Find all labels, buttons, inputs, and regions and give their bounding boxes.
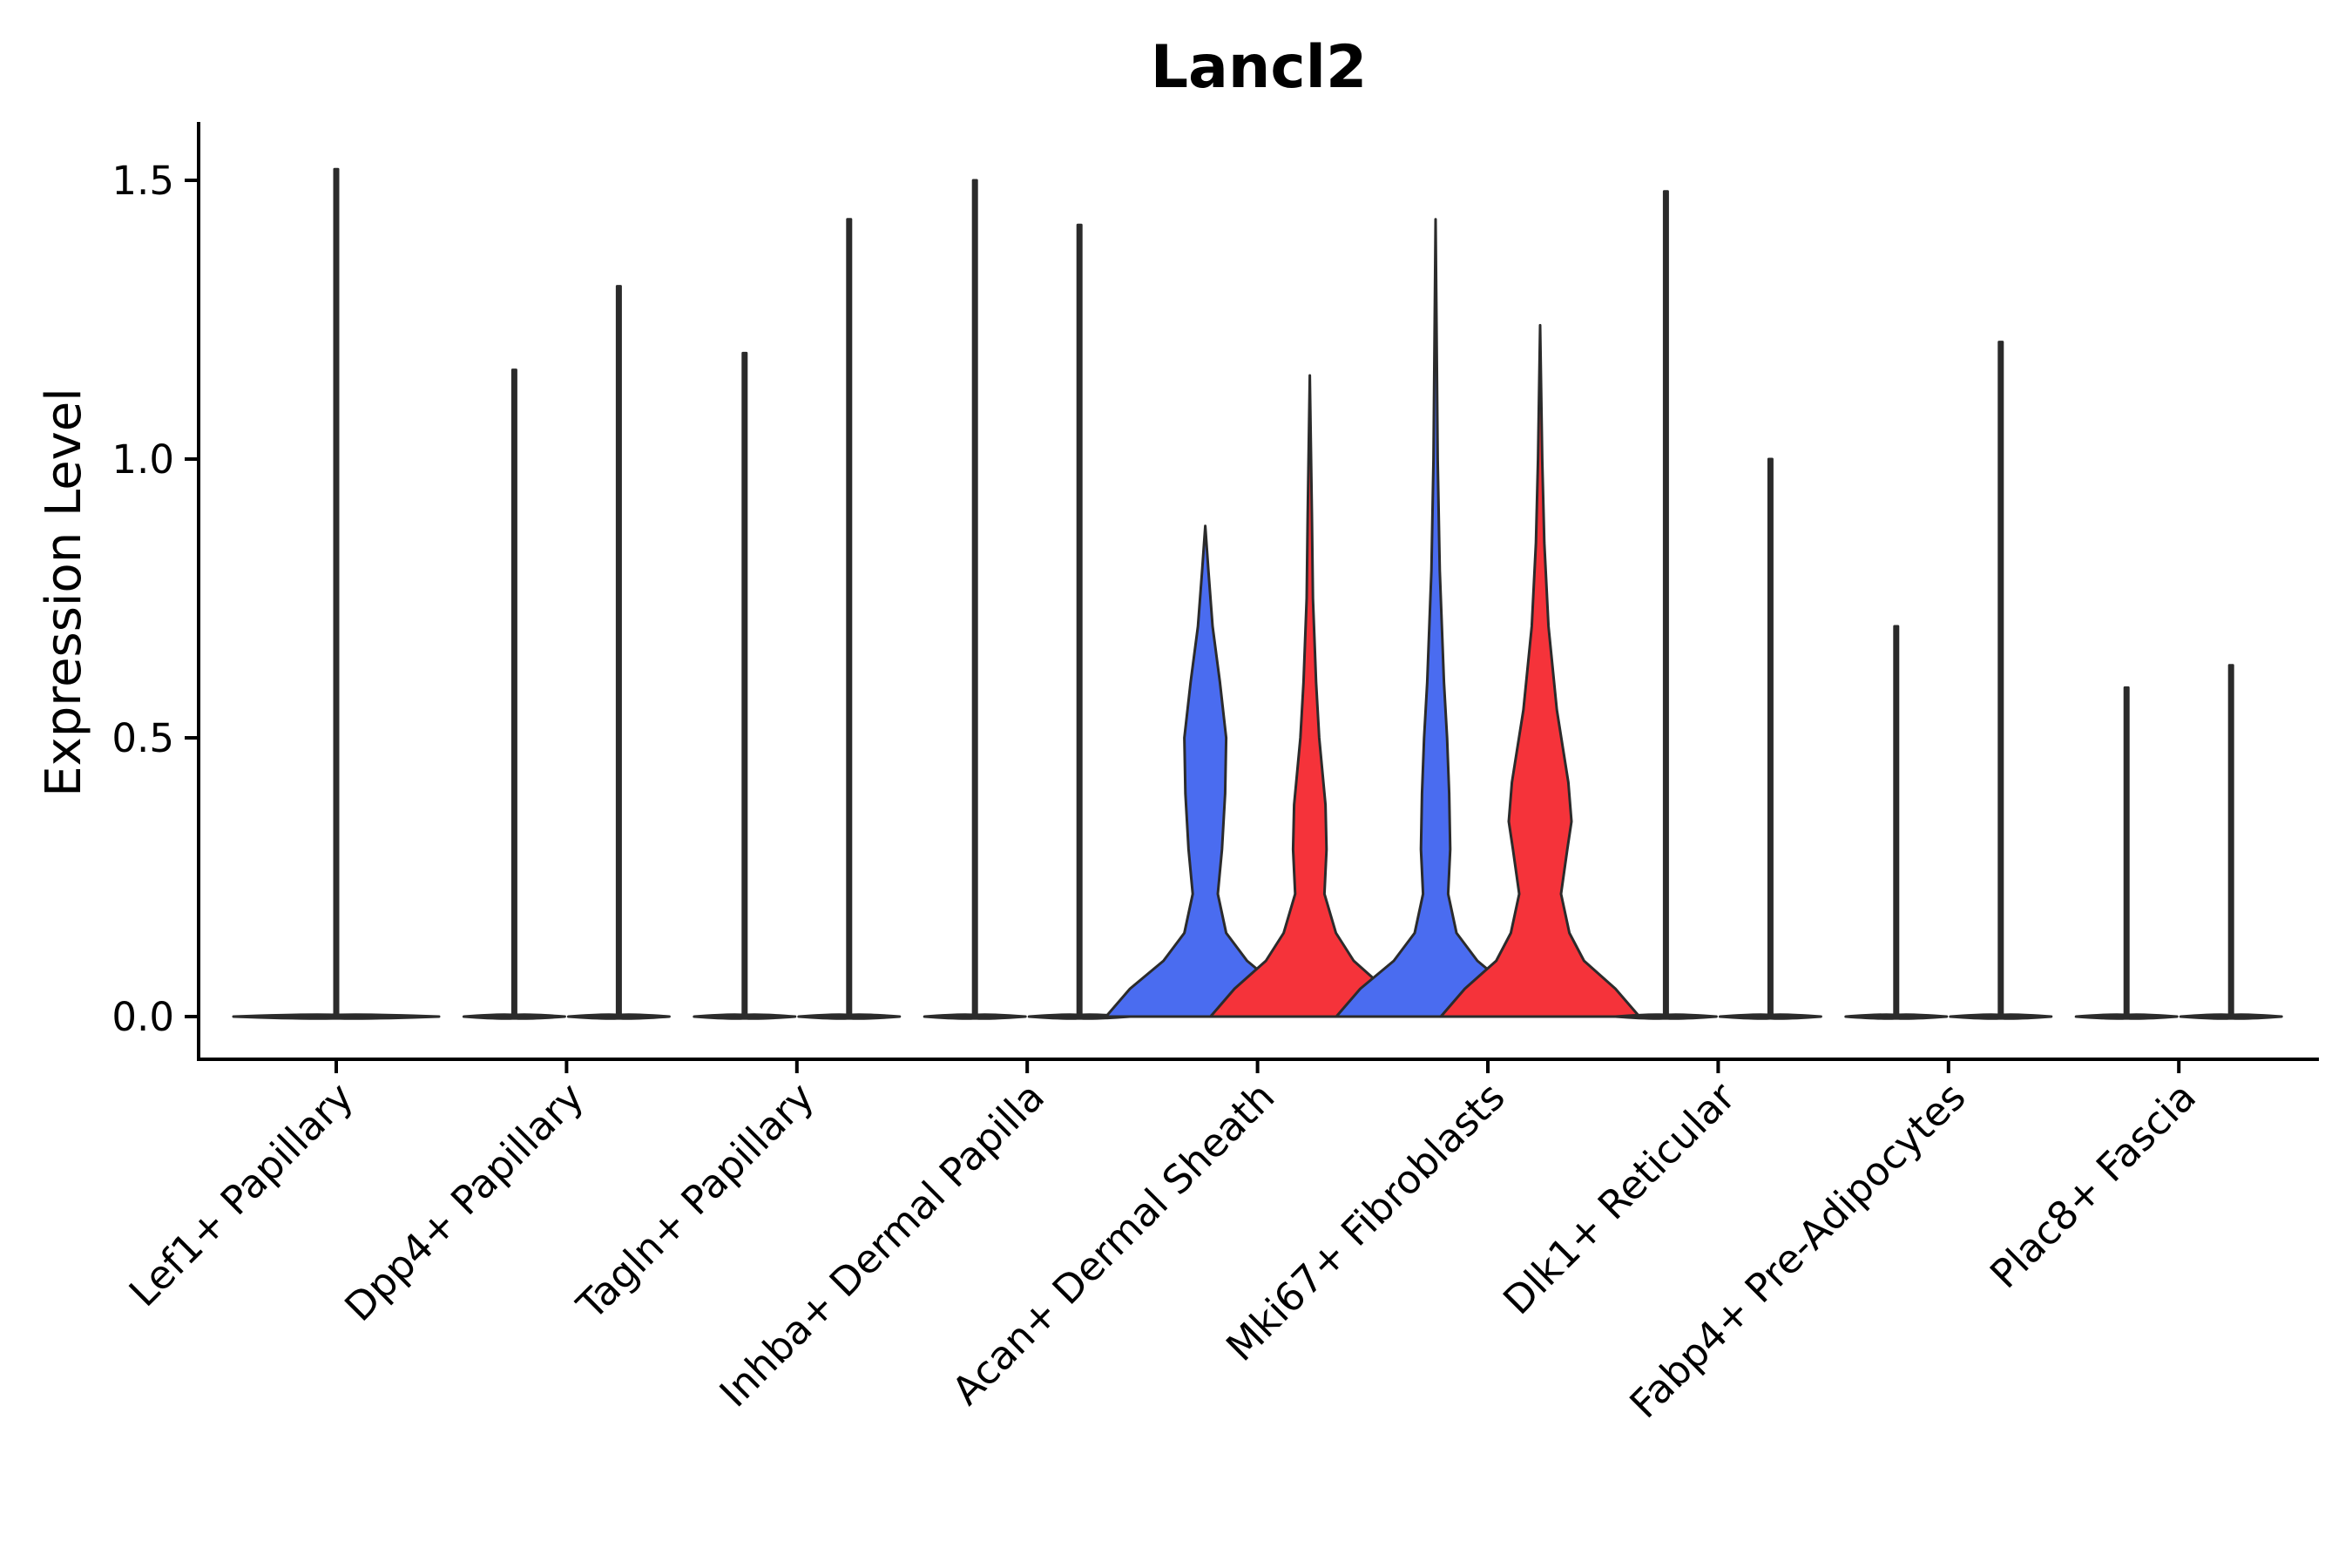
y-tick-label: 0.5 xyxy=(112,715,174,761)
y-tick-label: 1.0 xyxy=(112,436,174,483)
x-tick-label: Tagln+ Papillary xyxy=(567,1073,822,1328)
violin-shape xyxy=(1949,341,2053,1020)
x-tick-label: Lef1+ Papillary xyxy=(120,1073,362,1315)
violin-shape xyxy=(923,179,1027,1020)
violin-shape xyxy=(1844,625,1949,1020)
y-tick-label: 0.0 xyxy=(112,994,174,1040)
violin-shape xyxy=(1439,323,1641,1018)
violin-shape xyxy=(232,167,441,1020)
x-tick-label: Plac8+ Fascia xyxy=(1981,1073,2205,1297)
x-tick-label: Dlk1+ Reticular xyxy=(1494,1073,1744,1323)
violin-shape xyxy=(1613,190,1718,1020)
violin-shape xyxy=(2074,686,2179,1020)
y-tick-label: 1.5 xyxy=(112,158,174,204)
violin-shape xyxy=(2179,664,2283,1020)
violin-shape xyxy=(1027,223,1132,1020)
chart-title: Lancl2 xyxy=(1151,33,1368,102)
violin-shape xyxy=(797,218,902,1020)
y-ticks: 0.0 0.5 1.0 1.5 xyxy=(112,158,199,1040)
violin-shape xyxy=(693,351,797,1020)
violin-shape xyxy=(566,285,671,1020)
violin-shape xyxy=(1718,457,1822,1020)
violin-shape xyxy=(1335,218,1537,1018)
violin-shape xyxy=(1105,524,1307,1018)
violin-group xyxy=(232,167,2283,1020)
x-tick-label: Dpp4+ Papillary xyxy=(335,1073,592,1330)
violin-shape xyxy=(1209,374,1411,1018)
violin-shape xyxy=(462,368,566,1020)
y-axis-title: Expression Level xyxy=(36,388,92,797)
